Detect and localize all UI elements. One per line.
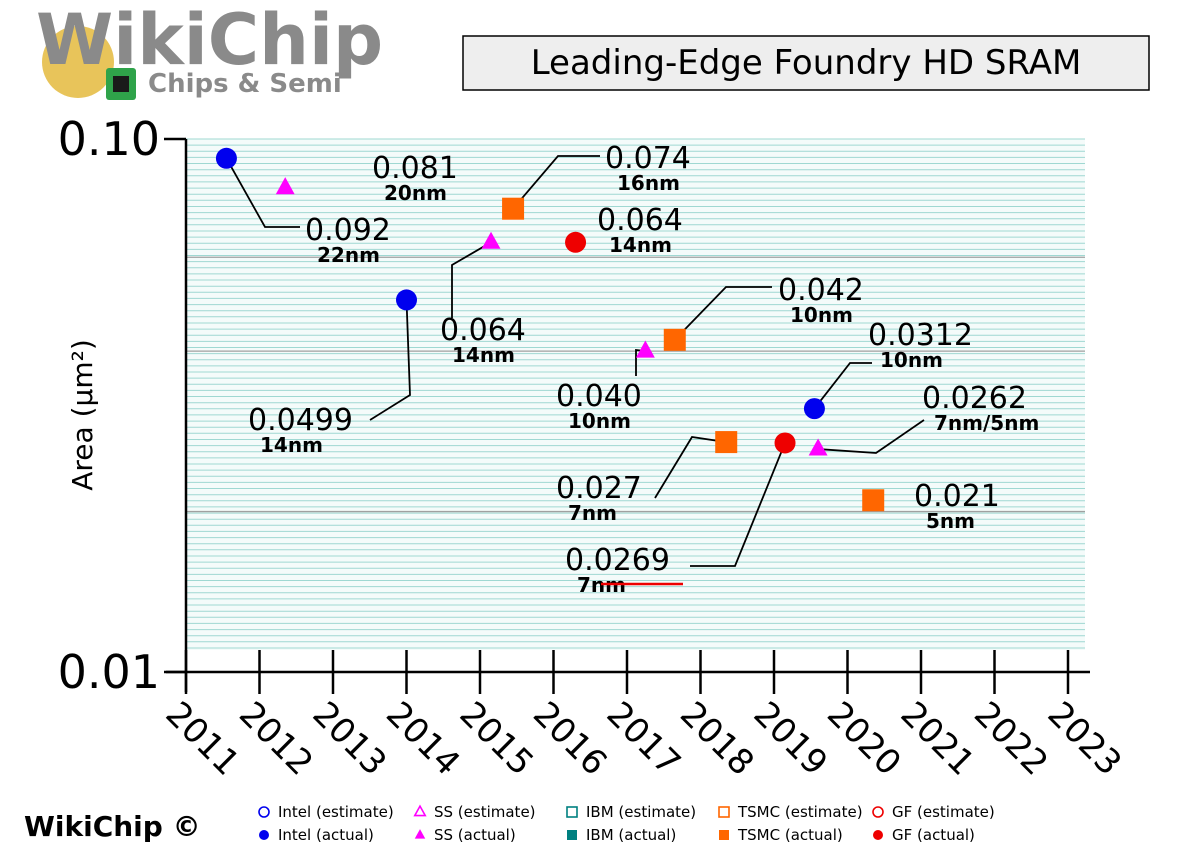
data-point-2 — [396, 289, 417, 311]
data-point-10 — [808, 438, 828, 456]
x-tick-label-2012: 2012 — [231, 694, 320, 783]
value-label-7: 0.042 — [778, 273, 864, 308]
legend-marker-6 — [414, 829, 426, 839]
data-point-5 — [565, 231, 587, 253]
node-label-12: 5nm — [926, 509, 975, 533]
leader-line-7 — [674, 286, 772, 341]
x-tick-label-2015: 2015 — [452, 694, 541, 783]
legend-marker-4 — [872, 806, 884, 818]
x-tick-label-2014: 2014 — [378, 694, 467, 783]
x-tick-label-2021: 2021 — [893, 694, 982, 783]
node-label-5: 14nm — [609, 233, 672, 257]
legend-label-2: IBM (estimate) — [586, 803, 696, 821]
data-labels: 0.09222nm0.08120nm0.049914nm0.06414nm0.0… — [225, 141, 1039, 597]
data-point-3 — [481, 231, 501, 249]
leader-line-9 — [690, 442, 786, 567]
legend-marker-5 — [259, 830, 269, 840]
leader-line-11 — [813, 362, 872, 410]
legend-marker-7 — [567, 830, 577, 840]
legend-marker-3 — [718, 806, 730, 818]
legend-label-6: SS (actual) — [434, 826, 516, 844]
x-tick-label-2013: 2013 — [305, 694, 394, 783]
node-label-10: 7nm/5nm — [934, 411, 1039, 435]
data-point-0 — [215, 147, 237, 169]
legend-label-4: GF (estimate) — [892, 803, 995, 821]
legend-marker-8 — [719, 830, 729, 840]
leader-line-8 — [654, 436, 727, 499]
x-tick-label-2011: 2011 — [158, 694, 247, 783]
title-box — [462, 35, 1150, 91]
node-label-8: 7nm — [568, 501, 617, 525]
leader-line-10 — [818, 419, 925, 454]
legend-label-9: GF (actual) — [892, 826, 975, 844]
value-label-12: 0.021 — [914, 479, 1000, 514]
logo-subtitle: Chips & Semi — [148, 69, 342, 99]
legend-marker-1 — [413, 804, 427, 817]
y-tick-label-1: 0.01 — [58, 645, 160, 699]
leader-line-3 — [451, 241, 492, 318]
node-label-6: 10nm — [568, 409, 631, 433]
node-label-4: 16nm — [617, 171, 680, 195]
legend-label-3: TSMC (estimate) — [737, 803, 863, 821]
value-label-4: 0.074 — [605, 141, 691, 176]
x-tick-label-2016: 2016 — [525, 694, 614, 783]
value-label-10: 0.0262 — [922, 381, 1027, 416]
legend-label-1: SS (estimate) — [434, 803, 536, 821]
data-point-1 — [275, 177, 295, 195]
data-point-7 — [663, 328, 686, 351]
node-label-7: 10nm — [790, 303, 853, 327]
data-point-12 — [862, 489, 885, 512]
legend-marker-9 — [873, 830, 883, 840]
legend: Intel (estimate) SS (estimate) IBM (estima… — [258, 803, 995, 844]
leader-line-2 — [369, 299, 411, 421]
legend-marker-2 — [566, 806, 578, 818]
value-label-11: 0.0312 — [868, 318, 973, 353]
y-tick-label-0: 0.10 — [58, 112, 160, 166]
wafer-icon — [42, 26, 114, 98]
value-label-0: 0.092 — [305, 213, 391, 248]
node-label-3: 14nm — [452, 343, 515, 367]
x-tick-label-2022: 2022 — [966, 694, 1055, 783]
value-label-6: 0.040 — [556, 379, 642, 414]
x-tick-label-2018: 2018 — [672, 694, 761, 783]
y-axis-label: Area (μm²) — [66, 339, 99, 491]
data-points — [215, 147, 885, 512]
value-label-8: 0.027 — [556, 471, 642, 506]
plot-area — [186, 139, 1085, 650]
node-label-11: 10nm — [880, 348, 943, 372]
x-tick-label-2020: 2020 — [819, 694, 908, 783]
data-point-11 — [803, 398, 825, 420]
wikichip-logo: WikiChip Chips & Semi — [36, 0, 383, 100]
chart-title: Leading-Edge Foundry HD SRAM — [531, 43, 1082, 83]
legend-label-8: TSMC (actual) — [737, 826, 843, 844]
legend-marker-0 — [258, 806, 270, 818]
data-point-8 — [715, 431, 738, 454]
legend-label-0: Intel (estimate) — [278, 803, 394, 821]
x-tick-label-2019: 2019 — [746, 694, 835, 783]
value-label-9: 0.0269 — [565, 543, 670, 578]
value-label-5: 0.064 — [597, 203, 683, 238]
value-label-3: 0.064 — [440, 313, 526, 348]
grid — [186, 138, 1085, 650]
data-point-6 — [635, 340, 655, 358]
legend-label-7: IBM (actual) — [586, 826, 676, 844]
value-label-2: 0.0499 — [248, 403, 353, 438]
chip-die-icon — [113, 76, 129, 92]
leader-line-4 — [512, 155, 600, 210]
node-label-2: 14nm — [260, 433, 323, 457]
data-point-9 — [774, 432, 796, 454]
node-label-0: 22nm — [317, 243, 380, 267]
leader-line-0 — [225, 157, 300, 228]
x-tick-label-2023: 2023 — [1040, 694, 1129, 783]
data-point-4 — [502, 197, 525, 220]
copyright-text: WikiChip © — [24, 810, 201, 843]
node-label-1: 20nm — [384, 181, 447, 205]
logo-text: WikiChip — [36, 0, 383, 81]
value-label-1: 0.081 — [372, 151, 458, 186]
x-tick-label-2017: 2017 — [599, 694, 688, 783]
legend-label-5: Intel (actual) — [278, 826, 374, 844]
